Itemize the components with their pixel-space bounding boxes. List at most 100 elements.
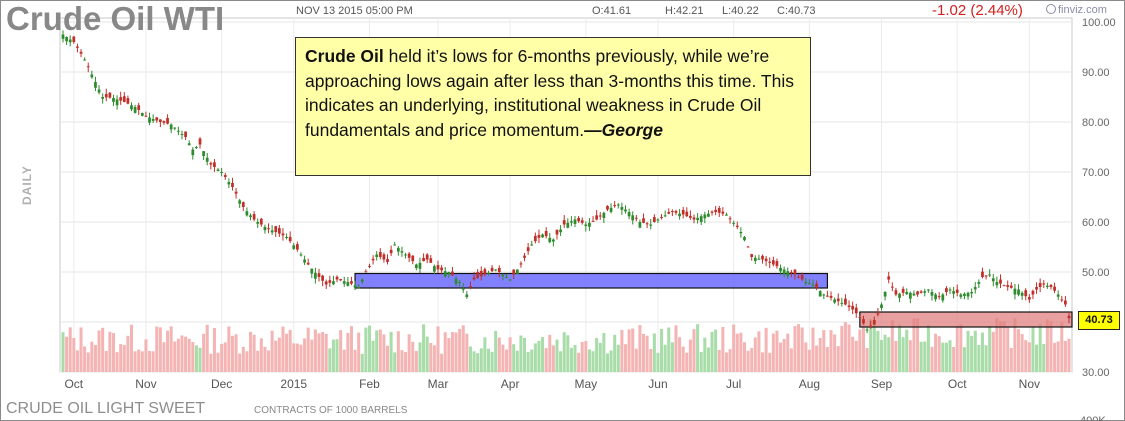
volume-bar [984, 345, 988, 372]
period-label: DAILY [20, 165, 34, 205]
volume-bar [923, 341, 927, 372]
candle-body [890, 286, 894, 288]
volume-bar [941, 342, 945, 372]
candle-body [771, 260, 775, 265]
volume-bar [389, 331, 393, 372]
candle-body [761, 255, 764, 260]
brand-icon [1046, 4, 1056, 14]
candle-body [872, 320, 876, 325]
volume-bar [360, 353, 364, 372]
volume-bar [129, 324, 134, 372]
volume-bar [894, 340, 898, 372]
annotation-lead: Crude Oil [305, 46, 384, 66]
candle-body [393, 244, 397, 246]
open-value: O:41.61 [592, 5, 632, 17]
candle-body [735, 225, 739, 227]
volume-bar [281, 326, 285, 372]
candle-body [321, 275, 324, 281]
candle-body [177, 130, 180, 132]
candle-body [68, 39, 72, 43]
volume-bar [988, 325, 992, 372]
volume-bar [450, 332, 454, 372]
candle-body [241, 202, 245, 207]
volume-bar [353, 349, 357, 372]
candle-body [916, 291, 919, 295]
candle-body [508, 279, 512, 281]
volume-bar [303, 338, 307, 372]
volume-bar [1035, 344, 1039, 372]
volume-bar [230, 335, 234, 372]
volume-bar [122, 345, 126, 372]
volume-bar [180, 335, 184, 372]
candle-body [303, 259, 306, 263]
volume-bar [757, 331, 761, 372]
candle-body [750, 254, 754, 257]
y-tick-label: 90.00 [1082, 67, 1110, 79]
candle-body [836, 298, 840, 302]
volume-bar [386, 345, 390, 372]
volume-bar [295, 343, 299, 372]
candle-body [231, 183, 234, 187]
volume-bar [818, 337, 822, 372]
candle-body [494, 269, 498, 271]
volume-bar [1049, 321, 1053, 372]
volume-bar [962, 347, 966, 372]
volume-bar [504, 349, 509, 372]
candle-body [133, 107, 137, 113]
candle-body [927, 289, 930, 291]
candle-body [638, 222, 642, 228]
candle-body [198, 138, 202, 145]
candle-body [584, 224, 588, 227]
volume-bar [728, 349, 732, 372]
volume-bar [65, 336, 69, 372]
volume-bar [349, 326, 353, 372]
candle-body [530, 244, 534, 246]
volume-bar [530, 349, 534, 372]
candle-body [404, 254, 407, 256]
volume-bar [815, 345, 819, 372]
volume-bar [656, 352, 660, 372]
current-zone [859, 311, 1073, 328]
candle-body [263, 227, 267, 231]
candle-body [923, 291, 927, 293]
volume-bar [148, 350, 152, 372]
volume-bar [519, 335, 523, 372]
volume-bar [1042, 344, 1046, 372]
x-tick-label: Feb [359, 377, 380, 391]
volume-bar [382, 334, 386, 372]
volume-bar [934, 333, 938, 372]
support-zone [354, 272, 829, 289]
volume-bar [288, 329, 292, 372]
volume-bar [375, 330, 379, 372]
volume-bar [670, 342, 674, 372]
volume-bar [371, 340, 375, 372]
candle-body [288, 236, 292, 242]
candle-body [580, 220, 584, 223]
volume-bar [119, 344, 123, 372]
candle-body [144, 115, 148, 117]
volume-bar [562, 332, 566, 372]
candle-body [1013, 288, 1017, 295]
candle-body [782, 269, 786, 274]
candle-body [717, 208, 721, 213]
candle-body [627, 212, 631, 217]
candle-body [616, 204, 620, 206]
volume-bar [771, 333, 775, 372]
volume-bar [111, 333, 115, 372]
x-tick-label: Aug [799, 377, 820, 391]
volume-bar [602, 332, 606, 372]
volume-bar [256, 350, 260, 372]
volume-bar [717, 349, 721, 372]
x-tick-label: Dec [211, 377, 232, 391]
volume-bar [1060, 322, 1064, 372]
candle-body [606, 205, 609, 210]
candle-body [865, 329, 869, 331]
volume-bar [973, 330, 977, 372]
volume-bar [793, 326, 797, 372]
candle-body [458, 282, 462, 283]
volume-bar [616, 344, 620, 372]
volume-bar [184, 336, 188, 372]
brand-link[interactable]: finviz.com [1046, 4, 1107, 16]
candle-body [1049, 284, 1053, 287]
candle-body [692, 217, 696, 220]
